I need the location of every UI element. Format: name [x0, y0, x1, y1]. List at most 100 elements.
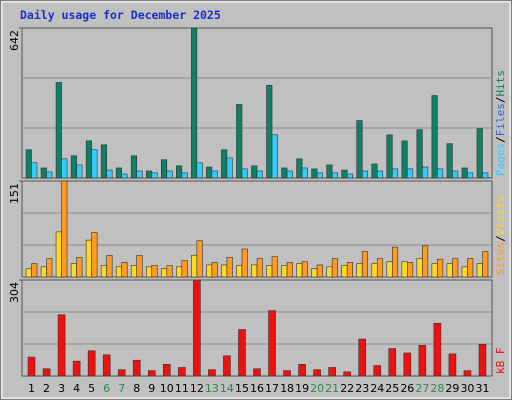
legend-entry: Pages [494, 143, 507, 176]
x-tick-label: 7 [118, 382, 125, 395]
bar [256, 170, 263, 179]
panel [21, 27, 493, 179]
bar [100, 265, 107, 278]
bar [422, 166, 429, 179]
bar [341, 265, 348, 278]
legend-entry: Sites [494, 242, 507, 275]
bar [433, 322, 442, 377]
bar [76, 256, 83, 278]
bar [25, 149, 32, 179]
legend-separator: / [494, 136, 507, 143]
bar [418, 345, 427, 377]
bar [386, 261, 393, 278]
bar [256, 258, 263, 278]
bar [271, 134, 278, 179]
bar [476, 128, 483, 179]
x-tick-label: 6 [103, 382, 110, 395]
bar [191, 255, 198, 278]
bar [452, 170, 459, 179]
y-tick-label: 151 [8, 183, 21, 204]
bar [361, 170, 369, 179]
bar [76, 164, 83, 179]
x-tick-label: 5 [88, 382, 95, 395]
bar [166, 265, 173, 278]
bar [316, 264, 323, 278]
bar [478, 344, 487, 377]
bar [87, 350, 96, 377]
legend-separator: / [494, 97, 507, 104]
bar [311, 268, 318, 278]
legend-entry: Files [494, 103, 507, 136]
bar [437, 258, 444, 278]
x-tick-label: 10 [160, 382, 174, 395]
x-tick-label: 30 [460, 382, 474, 395]
bar [70, 155, 77, 179]
bar [145, 266, 153, 278]
bar [331, 258, 338, 278]
x-tick-label: 13 [205, 382, 219, 395]
bar [176, 266, 183, 278]
bar [191, 27, 198, 179]
bar [136, 170, 143, 179]
bar [452, 258, 459, 278]
bar [401, 261, 408, 278]
x-tick-label: 25 [385, 382, 399, 395]
bar [281, 265, 288, 278]
bar [251, 165, 258, 179]
bar [181, 260, 188, 278]
x-tick-label: 4 [73, 382, 80, 395]
x-tick-label: 14 [220, 382, 234, 395]
bar [151, 172, 158, 179]
bar [145, 170, 153, 179]
bar [341, 169, 348, 179]
bar [121, 173, 128, 179]
bar [461, 266, 468, 278]
bar [467, 258, 474, 278]
bar [181, 172, 188, 179]
bar [206, 264, 213, 278]
bar [176, 165, 183, 179]
x-tick-label: 24 [370, 382, 384, 395]
bar [298, 364, 306, 377]
bar [328, 367, 336, 377]
bar [151, 265, 158, 278]
x-tick-label: 9 [148, 382, 155, 395]
bar [166, 170, 173, 179]
legend-entry: Visits [494, 196, 507, 236]
chart-title: Daily usage for December 2025 [20, 8, 221, 22]
bar [283, 370, 291, 377]
bar [42, 368, 51, 377]
bar [356, 120, 363, 179]
x-tick-label: 27 [415, 382, 429, 395]
bar [206, 166, 213, 179]
bar [296, 158, 303, 179]
bar [226, 256, 233, 278]
x-tick-label: 28 [430, 382, 444, 395]
bar [31, 263, 38, 278]
bar [221, 149, 228, 179]
bar [115, 266, 123, 278]
bar [446, 263, 453, 278]
legend-entry: kB F [494, 348, 507, 375]
bar [467, 172, 474, 179]
legend-entry: Hits [494, 70, 507, 97]
bar [268, 310, 276, 377]
bar [326, 164, 333, 179]
bar [356, 263, 363, 278]
bar [296, 263, 303, 278]
bar [271, 256, 278, 278]
bar [147, 370, 156, 377]
x-tick-label: 2 [43, 382, 50, 395]
x-tick-label: 26 [400, 382, 414, 395]
bar [301, 167, 308, 179]
bar [55, 231, 62, 278]
bar [391, 168, 399, 179]
bar [27, 356, 36, 377]
bar [391, 246, 399, 278]
x-tick-label: 11 [175, 382, 189, 395]
bar [326, 266, 333, 278]
bar [331, 172, 338, 179]
bar [346, 173, 353, 179]
bar [130, 155, 138, 179]
legend: Pages/Files/Hits [494, 70, 507, 176]
